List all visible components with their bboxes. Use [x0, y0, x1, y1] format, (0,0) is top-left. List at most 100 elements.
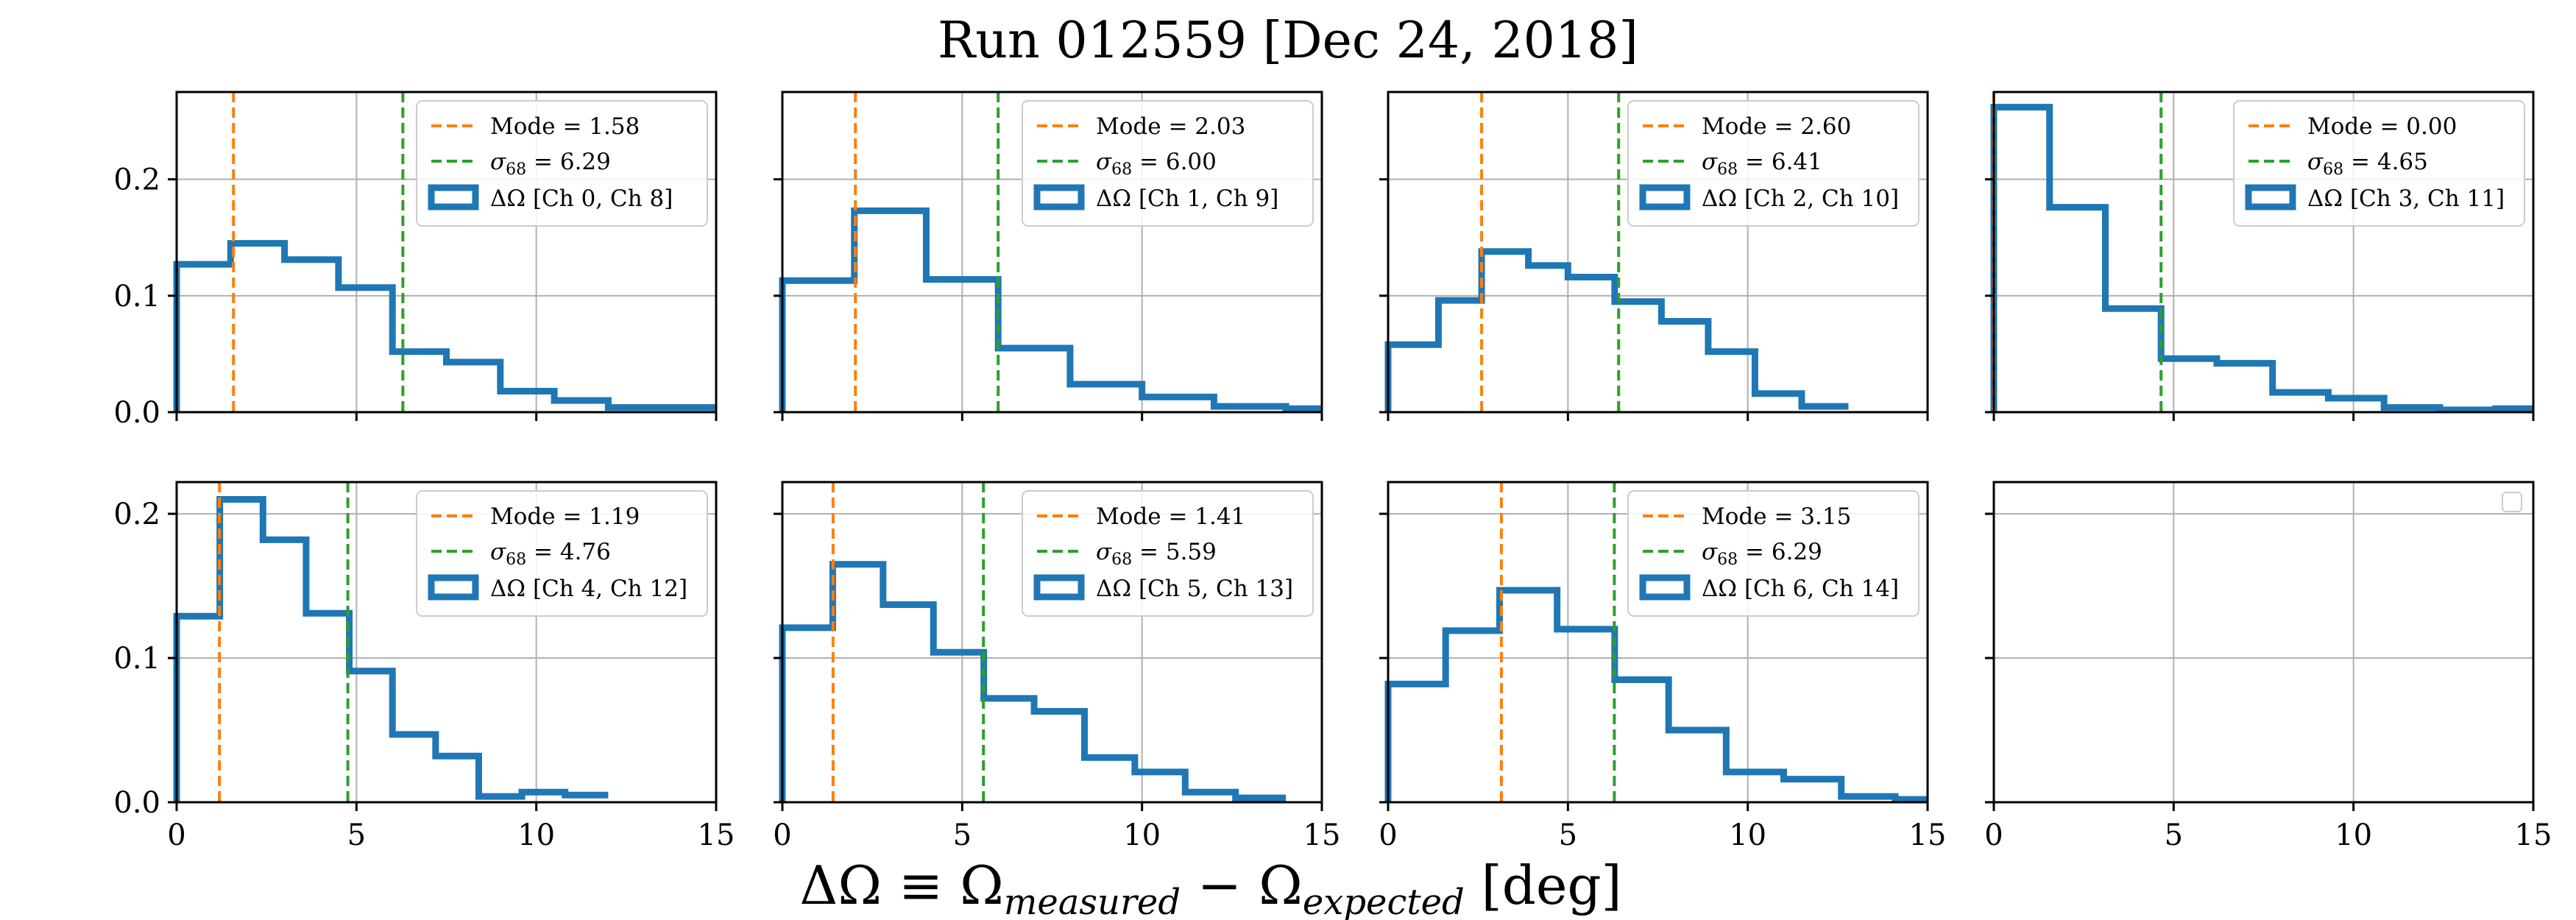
legend-sigma-symbol-6: σ: [1702, 539, 1718, 565]
legend-sigma-value-1: = 6.00: [1132, 149, 1217, 175]
figure-xlabel: ΔΩ ≡ Ωmeasured − Ωexpected [deg]: [799, 854, 1621, 920]
axes-frame-1: [781, 91, 1323, 414]
legend-hist-swatch-6: [1639, 574, 1691, 601]
panel-5: Mode = 1.41 σ68 = 5.59 ΔΩ [Ch 5, Ch 13] 0 5 1…: [773, 481, 1341, 852]
legend-3: Mode = 0.00 σ68 = 4.65 ΔΩ [Ch 3, Ch 11]: [2233, 100, 2525, 227]
histogram-5: [779, 561, 1287, 802]
panel-2: Mode = 2.60 σ68 = 6.41 ΔΩ [Ch 2, Ch 10]: [1379, 91, 1929, 421]
legend-sigma-subscript-0: 68: [506, 160, 526, 179]
xtick-label-5-3: 15: [1303, 818, 1341, 852]
axes-frame-4: [175, 481, 718, 804]
legend-mode-label-4: Mode = 1.19: [490, 503, 640, 530]
xtick-label-7-3: 15: [2515, 818, 2552, 852]
xtick-label-7-2: 10: [2335, 818, 2372, 852]
xtick-label-6-0: 0: [1379, 818, 1397, 852]
xlabel-lhs: ΔΩ ≡ Ω: [799, 854, 1004, 916]
ytick-label-4-1: 0.1: [113, 642, 160, 676]
legend-mode-label-6: Mode = 3.15: [1702, 503, 1851, 530]
axes-frame-2: [1387, 91, 1929, 414]
legend-series-label-1: ΔΩ [Ch 1, Ch 9]: [1096, 185, 1278, 212]
ytick-label-0-0: 0.0: [113, 396, 160, 430]
histogram-0: [173, 240, 716, 412]
xlabel-sub-measured: measured: [1004, 882, 1181, 920]
axes-frame-6: [1387, 481, 1929, 804]
legend-sigma-label-4: σ68 = 4.76: [490, 539, 611, 569]
xtick-label-6-2: 10: [1729, 818, 1766, 852]
xtick-label-4-1: 5: [347, 818, 366, 852]
legend-sigma-value-0: = 6.29: [526, 149, 611, 175]
legend-series-label-4: ΔΩ [Ch 4, Ch 12]: [490, 576, 687, 602]
ytick-label-0-1: 0.1: [113, 280, 160, 314]
legend-frame-3: [2233, 100, 2525, 227]
xtick-label-4-3: 15: [698, 818, 735, 852]
legend-series-label-5: ΔΩ [Ch 5, Ch 13]: [1096, 576, 1293, 602]
panel-4: Mode = 1.19 σ68 = 4.76 ΔΩ [Ch 4, Ch 12] 0 5 1…: [113, 481, 735, 852]
legend-sigma-symbol-1: σ: [1096, 149, 1112, 175]
legend-mode-label-3: Mode = 0.00: [2307, 113, 2457, 140]
axes-frame-7: [1992, 481, 2535, 804]
ytick-label-4-2: 0.2: [113, 498, 160, 531]
xtick-label-5-2: 10: [1123, 818, 1161, 852]
legend-sigma-subscript-2: 68: [1717, 160, 1738, 179]
legend-sigma-symbol-5: σ: [1096, 539, 1112, 565]
panel-1: Mode = 2.03 σ68 = 6.00 ΔΩ [Ch 1, Ch 9]: [774, 91, 1323, 421]
xtick-label-4-2: 10: [517, 818, 555, 852]
axes-frame-0: [175, 91, 718, 414]
legend-2: Mode = 2.60 σ68 = 6.41 ΔΩ [Ch 2, Ch 10]: [1627, 100, 1919, 227]
legend-series-label-0: ΔΩ [Ch 0, Ch 8]: [490, 185, 673, 212]
figure-title: Run 012559 [Dec 24, 2018]: [938, 12, 1638, 70]
legend-hist-swatch-4: [428, 574, 479, 601]
legend-0: Mode = 1.58 σ68 = 6.29 ΔΩ [Ch 0, Ch 8]: [416, 100, 708, 227]
legend-frame-6: [1627, 490, 1919, 617]
legend-5: Mode = 1.41 σ68 = 5.59 ΔΩ [Ch 5, Ch 13]: [1022, 490, 1314, 617]
legend-sigma-subscript-4: 68: [506, 551, 526, 569]
xtick-label-6-1: 5: [1559, 818, 1577, 852]
legend-series-label-6: ΔΩ [Ch 6, Ch 14]: [1702, 576, 1899, 602]
legend-frame-0: [416, 100, 708, 227]
xtick-label-5-1: 5: [953, 818, 972, 852]
legend-sigma-symbol-2: σ: [1702, 149, 1718, 175]
axes-frame-3: [1992, 91, 2535, 414]
legend-sigma-label-6: σ68 = 6.29: [1702, 539, 1822, 569]
histogram-1: [779, 207, 1322, 412]
axes-frame-5: [781, 481, 1323, 804]
xlabel-unit: [deg]: [1465, 854, 1622, 916]
panel-0: Mode = 1.58 σ68 = 6.29 ΔΩ [Ch 0, Ch 8] 0.0 0…: [113, 91, 718, 430]
legend-mode-label-5: Mode = 1.41: [1096, 503, 1245, 530]
xtick-label-5-0: 0: [773, 818, 791, 852]
legend-mode-label-2: Mode = 2.60: [1702, 113, 1851, 140]
ytick-label-0-2: 0.2: [113, 163, 160, 197]
legend-4: Mode = 1.19 σ68 = 4.76 ΔΩ [Ch 4, Ch 12]: [416, 490, 708, 617]
legend-hist-swatch-0: [428, 184, 479, 210]
ytick-label-4-0: 0.0: [113, 786, 160, 820]
legend-sigma-value-4: = 4.76: [526, 539, 611, 565]
legend-sigma-value-2: = 6.41: [1738, 149, 1822, 175]
empty-legend-7: [2502, 492, 2522, 512]
legend-frame-4: [416, 490, 708, 617]
legend-hist-swatch-2: [1639, 184, 1691, 210]
legend-sigma-label-0: σ68 = 6.29: [490, 149, 611, 179]
histogram-3: [1990, 104, 2533, 414]
legend-sigma-subscript-3: 68: [2323, 160, 2343, 179]
legend-hist-swatch-5: [1033, 574, 1085, 601]
legend-sigma-symbol-3: σ: [2307, 149, 2324, 175]
legend-mode-label-1: Mode = 2.03: [1096, 113, 1245, 140]
legend-sigma-value-5: = 5.59: [1132, 539, 1217, 565]
xlabel-sub-expected: expected: [1303, 882, 1465, 920]
legend-sigma-value-6: = 6.29: [1738, 539, 1822, 565]
panel-6: Mode = 3.15 σ68 = 6.29 ΔΩ [Ch 6, Ch 14] 0 5 1…: [1379, 481, 1946, 852]
legend-6: Mode = 3.15 σ68 = 6.29 ΔΩ [Ch 6, Ch 14]: [1627, 490, 1919, 617]
legend-sigma-value-3: = 4.65: [2343, 149, 2428, 175]
legend-sigma-label-2: σ68 = 6.41: [1702, 149, 1822, 179]
legend-hist-swatch-3: [2245, 184, 2296, 210]
panel-3: Mode = 0.00 σ68 = 4.65 ΔΩ [Ch 3, Ch 11]: [1985, 91, 2535, 421]
legend-series-label-2: ΔΩ [Ch 2, Ch 10]: [1702, 185, 1899, 212]
legend-frame-5: [1022, 490, 1314, 617]
legend-sigma-label-1: σ68 = 6.00: [1096, 149, 1217, 179]
xtick-label-7-1: 5: [2165, 818, 2183, 852]
panel-7: 0 5 10 15: [1984, 481, 2552, 852]
legend-frame-2: [1627, 100, 1919, 227]
legend-mode-label-0: Mode = 1.58: [490, 113, 640, 140]
legend-hist-swatch-1: [1033, 184, 1085, 210]
